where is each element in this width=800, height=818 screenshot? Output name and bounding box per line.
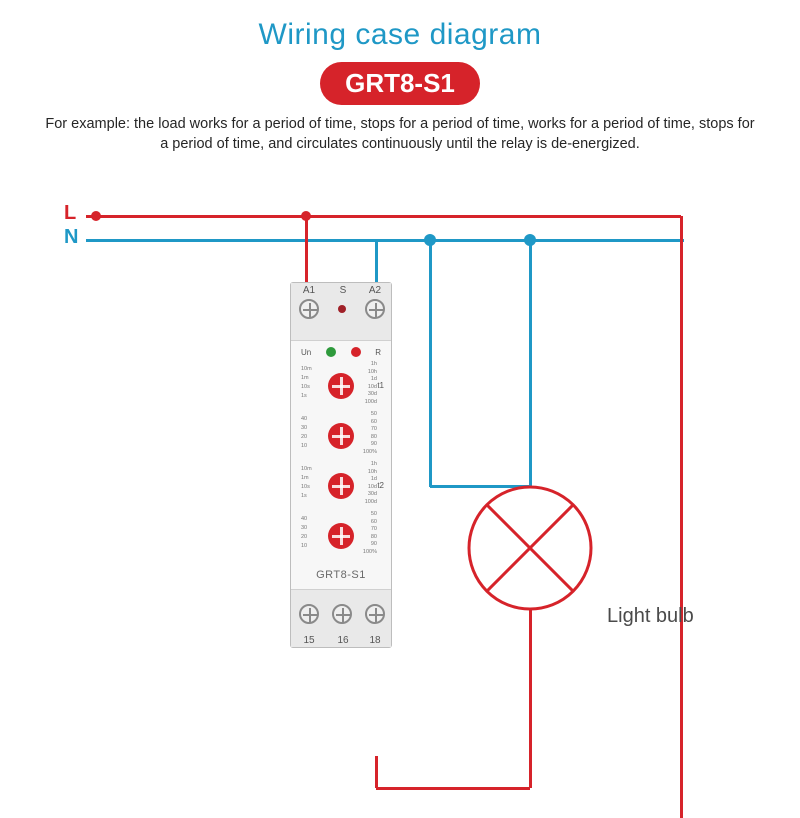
- relay-module: A1 S A2 Un R 10m1m10s1s1h10h1d10d30d100d…: [290, 282, 392, 648]
- led-r: [351, 347, 361, 357]
- terminal-A1-screw: [299, 299, 319, 319]
- terminal-15-label: 15: [299, 635, 319, 646]
- line-N-label: N: [64, 226, 78, 249]
- terminal-15-screw: [299, 604, 319, 624]
- knob-3[interactable]: 10m1m10s1s1h10h1d10d30d100dt2: [295, 461, 387, 511]
- terminal-16-label: 16: [333, 635, 353, 646]
- model-badge: GRT8-S1: [320, 62, 480, 105]
- terminal-S-label: S: [333, 285, 353, 296]
- diagram-title: Wiring case diagram: [0, 18, 800, 52]
- relay-top-terminals: A1 S A2: [291, 283, 391, 341]
- terminal-18-label: 18: [365, 635, 385, 646]
- terminal-A2-screw: [365, 299, 385, 319]
- knob-4[interactable]: 403020105060708090100%: [295, 511, 387, 561]
- led-row: Un R: [295, 347, 387, 361]
- terminal-A2-label: A2: [365, 285, 385, 296]
- description-text: For example: the load works for a period…: [0, 105, 800, 160]
- knob-2[interactable]: 403020105060708090100%: [295, 411, 387, 461]
- led-r-label: R: [375, 348, 381, 357]
- terminal-S-dot: [338, 305, 346, 313]
- line-L-label: L: [64, 202, 76, 225]
- bulb-label: Light bulb: [607, 605, 694, 628]
- led-un: [326, 347, 336, 357]
- relay-bottom-terminals: 15 16 18: [291, 589, 391, 647]
- terminal-A1-label: A1: [299, 285, 319, 296]
- light-bulb-symbol: [467, 485, 593, 611]
- terminal-16-screw: [332, 604, 352, 624]
- relay-face: Un R 10m1m10s1s1h10h1d10d30d100dt1403020…: [291, 341, 391, 589]
- led-un-label: Un: [301, 348, 311, 357]
- terminal-18-screw: [365, 604, 385, 624]
- relay-model-text: GRT8-S1: [295, 561, 387, 587]
- knob-1[interactable]: 10m1m10s1s1h10h1d10d30d100dt1: [295, 361, 387, 411]
